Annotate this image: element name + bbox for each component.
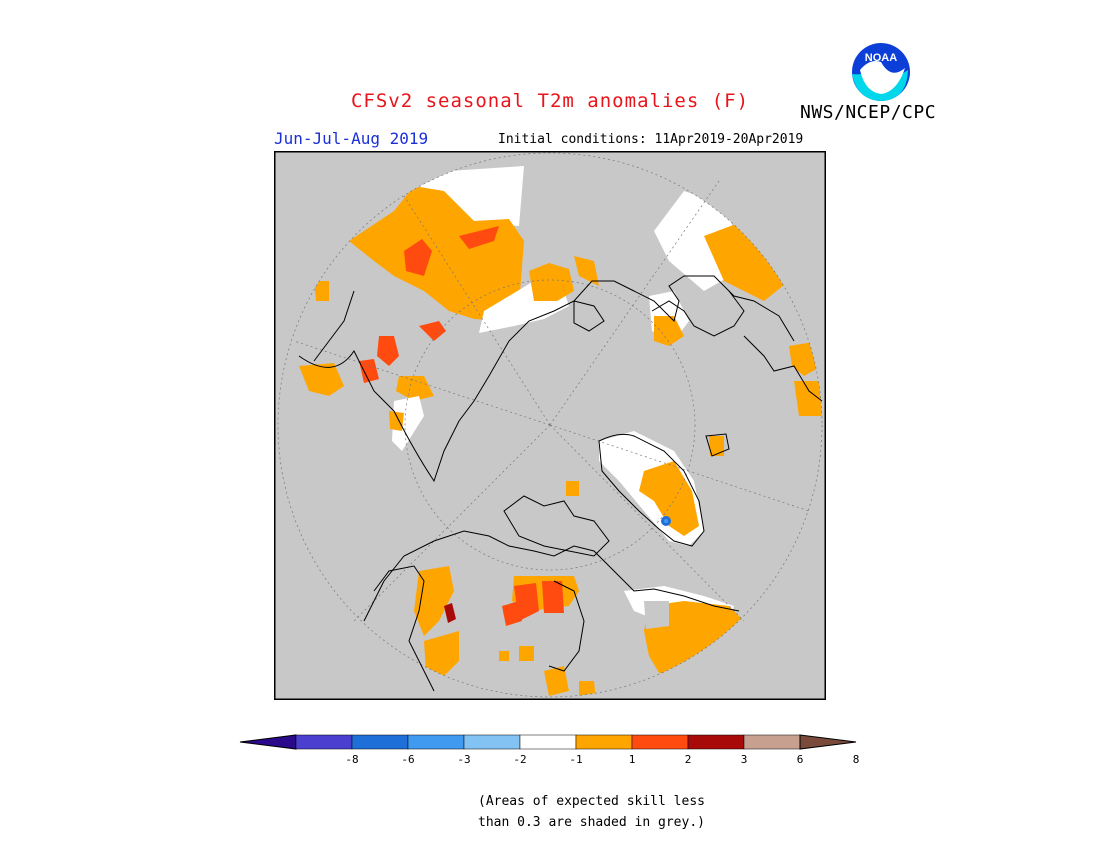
colorbar-swatch — [519, 734, 577, 750]
anomaly-red-canada-2 — [542, 581, 564, 613]
coastline-scandinavia — [651, 290, 745, 337]
colorbar-labels: -8 -6 -3 -2 -1 1 2 3 6 8 — [345, 753, 859, 766]
skill-note: (Areas of expected skill less than 0.3 a… — [478, 791, 705, 833]
anomaly-white-far-east — [392, 396, 424, 451]
coastlines — [298, 275, 823, 692]
anomaly-orange-novaya-zemlya — [574, 256, 599, 286]
anomaly-red-canada-3 — [502, 601, 522, 626]
anomaly-red-central-asia-2 — [377, 336, 399, 366]
colorbar-swatch — [743, 734, 801, 750]
polar-map — [274, 151, 826, 700]
colorbar-swatch — [463, 734, 521, 750]
coastline-kamchatka — [313, 290, 355, 362]
anomaly-orange-siberia-3 — [529, 263, 574, 301]
colorbar-tick-label: 6 — [797, 753, 804, 766]
anomaly-orange-far-east — [396, 376, 434, 401]
coastline-canada — [363, 530, 740, 622]
colorbar-tick-label: 8 — [853, 753, 860, 766]
season-label: Jun-Jul-Aug 2019 — [274, 129, 429, 148]
coastline-hudson-bay — [548, 580, 585, 672]
colorbar-swatches — [239, 734, 857, 750]
coastline-svalbard — [573, 300, 605, 332]
colorbar-swatch — [407, 734, 465, 750]
logo-text: NOAA — [865, 52, 897, 64]
anomaly-orange-iberia — [794, 381, 822, 416]
anomaly-red-siberia-2 — [404, 239, 432, 276]
colorbar: -8 -6 -3 -2 -1 1 2 3 6 8 — [239, 734, 859, 766]
colorbar-tick-label: -3 — [457, 753, 470, 766]
colorbar-tick-label: -8 — [345, 753, 358, 766]
map-title: CFSv2 seasonal T2m anomalies (F) — [350, 90, 750, 112]
colorbar-swatch — [631, 734, 689, 750]
graticule — [277, 152, 823, 698]
skill-note-line2: than 0.3 are shaded in grey.) — [478, 815, 705, 830]
colorbar-tick-label: 1 — [629, 753, 636, 766]
coastline-eurasia — [298, 275, 795, 483]
colorbar-arrow-high — [799, 734, 857, 750]
skill-note-line1: (Areas of expected skill less — [478, 794, 705, 809]
colorbar-tick-label: 3 — [741, 753, 748, 766]
anomaly-orange-east-asia-2 — [314, 281, 329, 301]
coastline-arctic-islands — [503, 495, 610, 557]
anomaly-orange-iceland — [709, 436, 724, 456]
noaa-logo: NOAA — [850, 41, 912, 103]
anomaly-orange-us-1 — [519, 646, 534, 661]
coastline-iceland — [705, 433, 730, 457]
colorbar-tick-label: -1 — [569, 753, 582, 766]
anomaly-fields — [299, 166, 822, 697]
anomaly-darkred-alaska — [444, 603, 456, 623]
colorbar-arrow-low — [239, 734, 297, 750]
coastline-europe-south — [743, 335, 823, 402]
colorbar-tick-label: 2 — [685, 753, 692, 766]
anomaly-red-siberia-1 — [459, 226, 499, 249]
coastline-alaska — [373, 565, 435, 692]
anomaly-orange-siberia — [349, 186, 524, 321]
colorbar-swatch — [351, 734, 409, 750]
colorbar-swatch — [295, 734, 353, 750]
anomaly-white-canada-mid — [644, 601, 669, 629]
anomaly-orange-far-east-2 — [389, 411, 404, 431]
anomaly-orange-canada-arctic — [566, 481, 579, 496]
anomaly-orange-scandinavia — [654, 316, 684, 346]
agency-label: NWS/NCEP/CPC — [800, 102, 937, 123]
anomaly-orange-alaska-2 — [424, 631, 459, 681]
colorbar-swatch — [687, 734, 745, 750]
map-frame — [274, 151, 826, 700]
anomaly-orange-east-asia — [299, 363, 344, 396]
anomaly-red-china — [359, 359, 379, 383]
anomaly-orange-us-2 — [544, 666, 569, 696]
anomaly-red-central-asia — [419, 321, 446, 341]
initial-conditions-label: Initial conditions: 11Apr2019-20Apr2019 — [498, 132, 804, 147]
colorbar-tick-label: -2 — [513, 753, 526, 766]
coastline-greenland — [598, 433, 705, 547]
anomaly-white-siberia — [414, 166, 524, 226]
colorbar-swatch — [575, 734, 633, 750]
anomaly-orange-us-4 — [499, 651, 509, 661]
colorbar-tick-label: -6 — [401, 753, 414, 766]
